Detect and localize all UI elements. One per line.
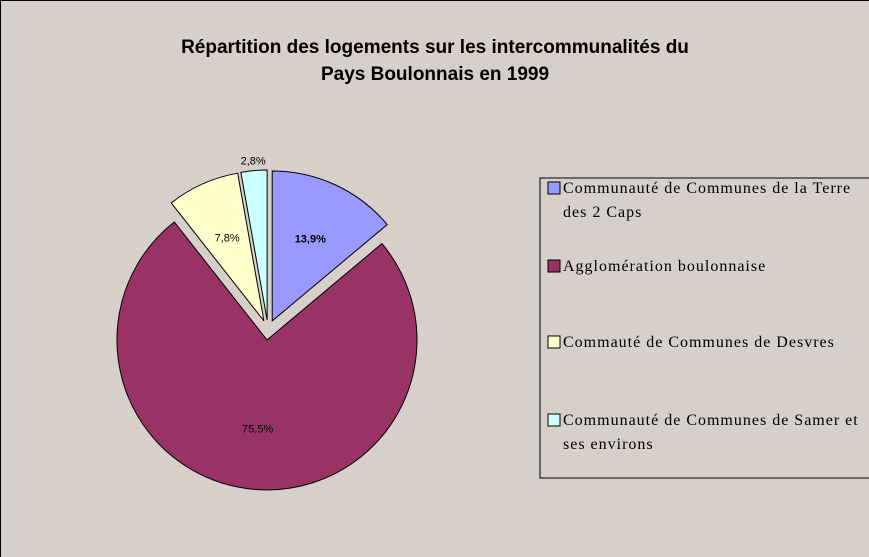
legend-swatch	[547, 413, 561, 427]
pie-slice	[170, 172, 265, 322]
chart-title: Répartition des logements sur les interc…	[181, 37, 689, 58]
legend-box	[539, 177, 869, 479]
legend-label: Communauté de Communes de la Terre des 2…	[563, 180, 856, 221]
chart-title: Pays Boulonnais en 1999	[321, 64, 549, 85]
data-label: 7,8%	[215, 233, 240, 245]
pie-slice	[116, 221, 418, 491]
legend-label: Communauté de Communes de Samer et ses e…	[563, 412, 864, 453]
legend-label: Commauté de Communes de Desvres	[563, 334, 835, 351]
data-label: 2,8%	[241, 156, 266, 168]
legend-label: Agglomération boulonnaise	[563, 258, 766, 275]
legend-swatch	[547, 335, 561, 349]
pie-slice	[240, 169, 268, 321]
legend-swatch	[547, 181, 561, 195]
data-label: 75,5%	[242, 423, 273, 435]
data-label: 13,9%	[295, 233, 326, 245]
legend-swatch	[547, 259, 561, 273]
pie-slice	[271, 170, 388, 323]
